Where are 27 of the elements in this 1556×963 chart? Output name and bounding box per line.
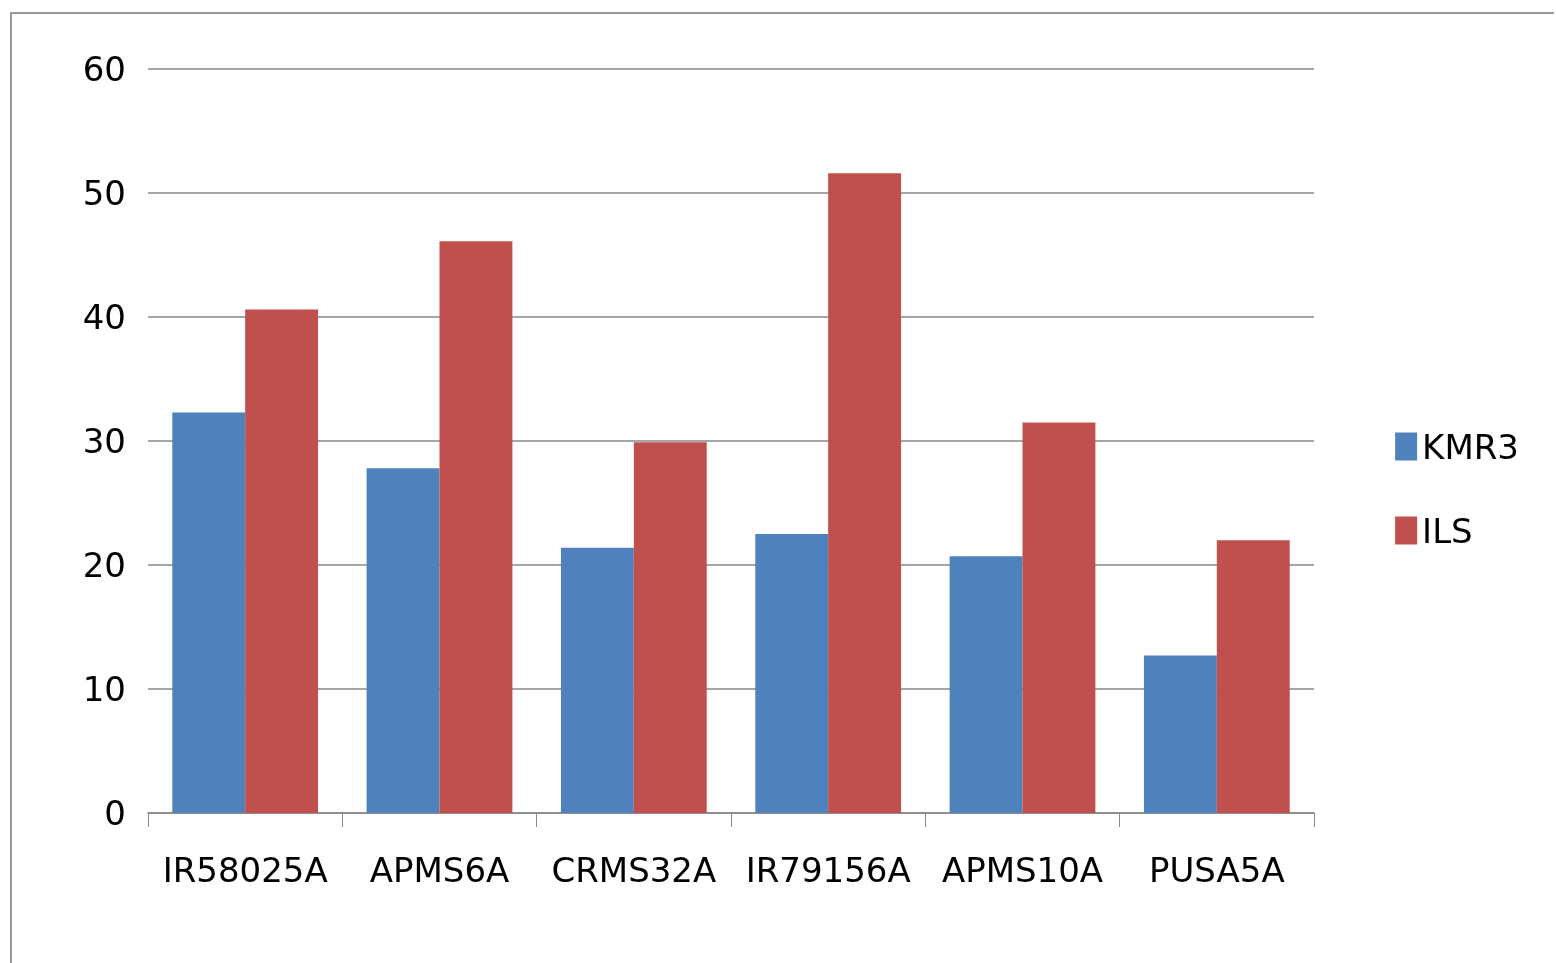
y-tick-label: 10 [82, 669, 126, 709]
y-tick-label: 60 [82, 49, 126, 89]
x-tick-label: IR58025A [162, 850, 328, 890]
bar [1022, 422, 1096, 813]
x-tick-label: PUSA5A [1148, 850, 1285, 890]
bar [172, 412, 246, 813]
x-tick-label: APMS10A [941, 850, 1104, 890]
bar [633, 442, 707, 813]
y-tick-label: 0 [104, 793, 126, 833]
x-tick-label: APMS6A [369, 850, 510, 890]
bar [245, 309, 319, 813]
y-tick-label: 20 [82, 545, 126, 585]
bar [755, 534, 829, 813]
y-tick-label: 30 [82, 421, 126, 461]
bar [1216, 540, 1290, 813]
bar [560, 547, 634, 813]
legend-label: ILS [1422, 510, 1473, 551]
bar [366, 468, 440, 813]
bar [439, 241, 513, 813]
x-tick-label: CRMS32A [551, 850, 717, 890]
x-tick-label: IR79156A [745, 850, 911, 890]
legend-label: KMR3 [1422, 426, 1519, 467]
bar [828, 173, 902, 813]
bar [1143, 655, 1217, 813]
y-tick-label: 50 [82, 173, 126, 213]
bar [949, 556, 1023, 813]
y-tick-label: 40 [82, 297, 126, 337]
